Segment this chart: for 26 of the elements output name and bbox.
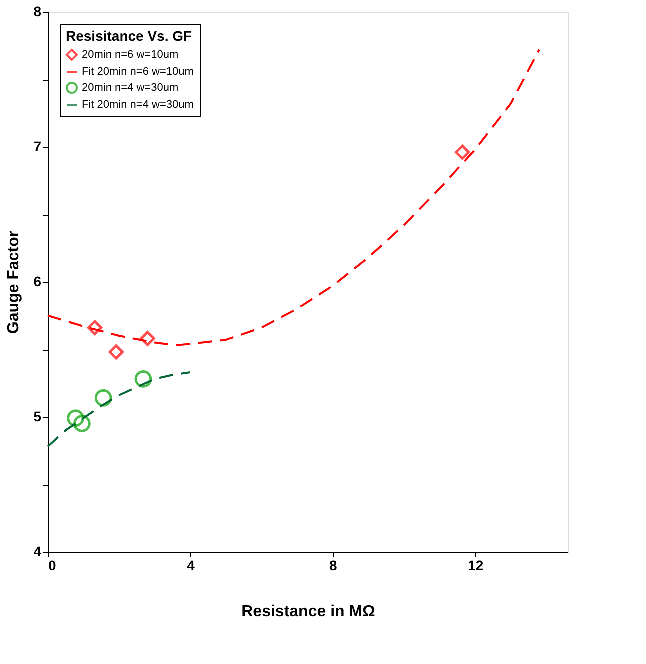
- x-tick-label: 0: [48, 558, 56, 574]
- point: [74, 415, 91, 432]
- x-tick-label: 12: [468, 558, 484, 574]
- legend-label: Fit 20min n=4 w=30um: [82, 99, 194, 111]
- y-tick-label: 4: [34, 544, 42, 560]
- y-tick-label: 5: [34, 408, 42, 424]
- point: [87, 320, 103, 336]
- y-tick-label: 8: [34, 4, 42, 20]
- legend-label: 20min n=4 w=30um: [82, 82, 179, 94]
- x-tick-label: 4: [187, 558, 196, 574]
- point: [67, 410, 84, 427]
- legend-title: Resisitance Vs. GF: [66, 28, 193, 44]
- point: [140, 331, 156, 346]
- line-series: [47, 48, 541, 346]
- line-series: [47, 371, 192, 448]
- point: [108, 344, 124, 360]
- x-tick-label: 8: [330, 558, 338, 574]
- x-axis-title: Resistance in MΩ: [242, 604, 376, 620]
- point: [94, 389, 112, 407]
- y-tick-label: 6: [34, 274, 42, 290]
- point: [134, 370, 152, 388]
- legend-label: 20min n=6 w=10um: [82, 49, 179, 61]
- legend-label: Fit 20min n=6 w=10um: [82, 66, 194, 78]
- y-tick-label: 7: [34, 138, 42, 154]
- y-axis-title: Gauge Factor: [6, 230, 23, 334]
- point: [455, 144, 470, 160]
